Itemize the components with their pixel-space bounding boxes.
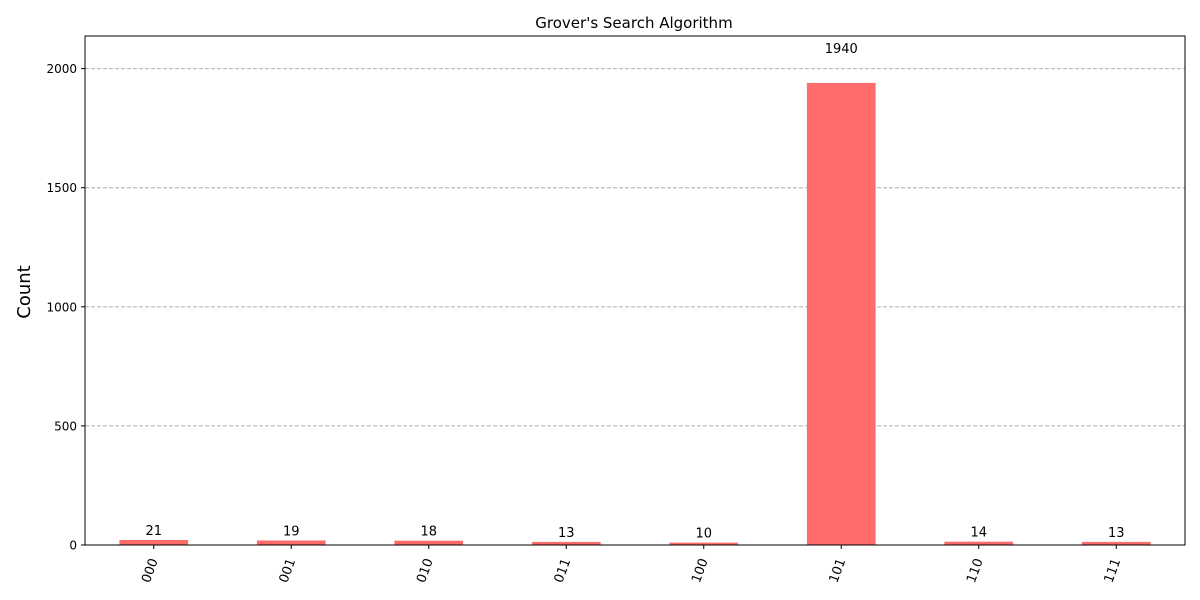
chart-title: Grover's Search Algorithm [535, 14, 732, 32]
data-label: 21 [145, 524, 162, 539]
data-label: 13 [1108, 526, 1125, 541]
bar [394, 540, 464, 545]
y-tick-label: 1000 [46, 300, 77, 314]
y-tick-label: 0 [69, 539, 77, 553]
y-tick-label: 2000 [46, 62, 77, 76]
x-tick-label: 101 [827, 557, 850, 585]
bar [806, 82, 876, 546]
x-ticks: 000 001 010 011 100 101 110 111 [139, 545, 1124, 585]
x-tick-label: 000 [139, 557, 162, 585]
data-label: 14 [970, 526, 987, 541]
plot-frame [84, 35, 1186, 546]
gridlines [85, 68, 1185, 427]
bar [531, 541, 601, 545]
x-tick-label: 110 [964, 557, 987, 585]
data-label: 10 [695, 527, 712, 542]
bar [256, 540, 326, 545]
y-axis-label: Count [14, 265, 35, 318]
bar [944, 541, 1014, 545]
x-tick-label: 111 [1102, 557, 1125, 585]
data-labels: 21 19 18 13 10 1940 14 13 [145, 42, 1124, 542]
data-label: 1940 [825, 42, 858, 57]
data-label: 19 [283, 524, 300, 539]
x-tick-label: 100 [689, 557, 712, 585]
x-tick-label: 001 [277, 557, 300, 585]
x-tick-label: 010 [414, 557, 437, 585]
bar [1081, 541, 1151, 545]
y-tick-label: 500 [54, 419, 77, 433]
bar [669, 542, 739, 545]
y-ticks: 0 500 1000 1500 2000 [46, 62, 85, 553]
y-tick-label: 1500 [46, 181, 77, 195]
bar [119, 539, 189, 545]
bars [119, 82, 1151, 546]
data-label: 13 [558, 526, 575, 541]
data-label: 18 [420, 525, 437, 540]
x-tick-label: 011 [552, 557, 575, 585]
